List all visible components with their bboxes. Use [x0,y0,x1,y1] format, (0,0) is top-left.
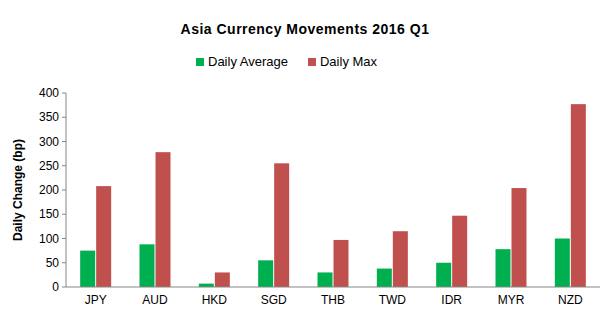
y-tick-label: 350 [39,110,59,124]
x-tick-label: SGD [261,293,287,307]
bar [156,152,171,287]
y-tick-label: 150 [39,207,59,221]
bar [496,249,511,287]
y-tick [62,238,66,239]
y-tick-label: 0 [52,280,59,294]
bar [334,240,349,287]
y-tick-label: 250 [39,159,59,173]
chart: Asia Currency Movements 2016 Q1 Daily Ave… [0,0,608,323]
x-tick-label: AUD [142,293,168,307]
bar [377,269,392,287]
bar [571,104,586,287]
y-tick [62,190,66,191]
legend-swatch [196,58,204,66]
bar [436,263,451,287]
y-tick [62,287,66,288]
x-tick-label: MYR [498,293,525,307]
y-axis [66,93,67,287]
x-axis [66,287,600,288]
y-tick [62,214,66,215]
x-tick-label: JPY [85,293,107,307]
title: Asia Currency Movements 2016 Q1 [181,21,430,37]
y-tick [62,165,66,166]
legend-label: Daily Average [208,54,288,69]
y-axis-label: Daily Change (bp) [11,139,25,241]
y-tick-label: 50 [46,256,60,270]
y-tick-label: 100 [39,232,59,246]
x-tick-label: THB [321,293,345,307]
bar [393,231,408,287]
y-tick-label: 300 [39,135,59,149]
y-tick-label: 200 [39,183,59,197]
y-tick-label: 400 [39,86,59,100]
x-tick-label: HKD [202,293,228,307]
x-tick-label: TWD [379,293,407,307]
legend-label: Daily Max [320,54,378,69]
bar [215,272,230,287]
bar [452,216,467,287]
bar [140,244,155,287]
bar [199,284,214,287]
y-tick [62,93,66,94]
bar [96,186,111,287]
bars [80,104,586,287]
legend-swatch [308,58,316,66]
bar [80,251,95,287]
bar [318,272,333,287]
bar [258,260,273,287]
y-tick [62,262,66,263]
bar [555,239,570,288]
bar [512,188,527,287]
x-tick-label: IDR [441,293,462,307]
bar [274,163,289,287]
x-tick-label: NZD [558,293,583,307]
y-tick [62,141,66,142]
y-tick [62,117,66,118]
legend: Daily Average Daily Max [196,54,378,69]
